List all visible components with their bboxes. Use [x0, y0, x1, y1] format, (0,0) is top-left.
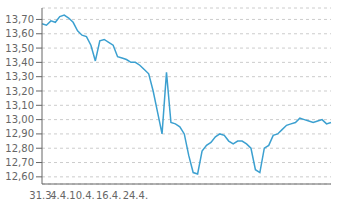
svg-text:13,20: 13,20	[8, 86, 34, 97]
svg-text:24.4.: 24.4.	[123, 190, 148, 201]
svg-text:13,40: 13,40	[8, 57, 34, 68]
svg-text:13,10: 13,10	[8, 100, 34, 111]
svg-text:12,80: 12,80	[8, 143, 34, 154]
svg-text:12,70: 12,70	[8, 157, 34, 168]
svg-text:16.4.: 16.4.	[96, 190, 121, 201]
svg-text:13,70: 13,70	[8, 14, 34, 25]
svg-text:13,30: 13,30	[8, 71, 34, 82]
svg-text:13,00: 13,00	[8, 114, 34, 125]
svg-text:12,90: 12,90	[8, 128, 34, 139]
svg-text:4.4.: 4.4.	[50, 190, 69, 201]
svg-text:13,60: 13,60	[8, 28, 34, 39]
svg-text:12,60: 12,60	[8, 171, 34, 182]
svg-text:10.4.: 10.4.	[69, 190, 94, 201]
svg-text:31.3.: 31.3.	[29, 190, 55, 202]
svg-text:13,50: 13,50	[8, 43, 34, 54]
